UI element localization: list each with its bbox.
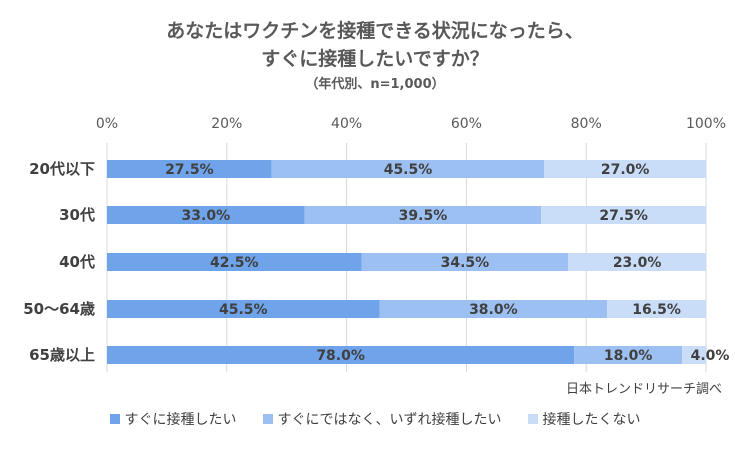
bar-4-2 <box>682 346 706 364</box>
x-tick-label-3: 60% <box>451 116 482 132</box>
category-label-4: 65歳以上 <box>29 346 95 364</box>
bar-2-1 <box>361 253 569 271</box>
bar-0-2 <box>544 160 706 178</box>
bar-1-2 <box>541 206 706 224</box>
data-label-3-0: 45.5% <box>219 302 268 318</box>
bar-2-0 <box>107 253 362 271</box>
category-label-2: 40代 <box>59 253 95 271</box>
bar-0-0 <box>107 160 272 178</box>
bar-0-1 <box>271 160 545 178</box>
data-label-2-2: 23.0% <box>613 255 662 271</box>
category-label-3: 50〜64歳 <box>23 300 95 318</box>
legend-swatch-2 <box>527 414 538 424</box>
legend-item-0: すぐに接種したい <box>109 409 237 429</box>
chart-title-line2: すぐに接種したいですか？ <box>261 48 489 70</box>
x-tick-label-2: 40% <box>331 116 362 132</box>
legend: すぐに接種したい すぐにではなく、いずれ接種したい 接種したくない <box>0 409 750 429</box>
legend-item-1: すぐにではなく、いずれ接種したい <box>262 409 502 429</box>
data-label-1-0: 33.0% <box>182 208 231 224</box>
bar-2-2 <box>568 253 706 271</box>
bar-3-0 <box>107 300 380 318</box>
source-note: 日本トレンドリサーチ調べ <box>565 382 722 397</box>
legend-item-2: 接種したくない <box>527 409 641 429</box>
x-tick-label-0: 0% <box>96 116 118 132</box>
data-label-0-0: 27.5% <box>165 162 214 178</box>
data-label-3-2: 16.5% <box>632 302 681 318</box>
category-label-1: 30代 <box>59 206 95 224</box>
data-label-1-1: 39.5% <box>399 208 448 224</box>
bar-4-1 <box>574 346 683 364</box>
chart-title: あなたはワクチンを接種できる状況になったら、 <box>166 20 584 42</box>
data-label-2-1: 34.5% <box>441 255 490 271</box>
legend-label-0: すぐに接種したい <box>124 412 237 428</box>
x-tick-label-1: 20% <box>211 116 242 132</box>
bar-1-1 <box>304 206 542 224</box>
x-tick-label-5: 100% <box>686 116 726 132</box>
bar-1-0 <box>107 206 305 224</box>
legend-swatch-0 <box>109 414 120 424</box>
data-label-4-2: 4.0% <box>691 348 730 364</box>
legend-label-1: すぐにではなく、いずれ接種したい <box>277 412 502 428</box>
bar-3-1 <box>379 300 608 318</box>
data-label-1-2: 27.5% <box>599 208 648 224</box>
data-label-3-1: 38.0% <box>469 302 518 318</box>
data-label-0-1: 45.5% <box>384 162 433 178</box>
bar-3-2 <box>607 300 706 318</box>
x-tick-label-4: 80% <box>571 116 602 132</box>
data-label-0-2: 27.0% <box>601 162 650 178</box>
data-label-2-0: 42.5% <box>210 255 259 271</box>
bar-4-0 <box>107 346 575 364</box>
data-label-4-0: 78.0% <box>316 348 365 364</box>
legend-swatch-1 <box>262 414 273 424</box>
category-label-0: 20代以下 <box>29 160 95 178</box>
chart-subtitle: （年代別、n=1,000） <box>305 77 445 92</box>
legend-label-2: 接種したくない <box>542 412 641 428</box>
data-label-4-1: 18.0% <box>604 348 653 364</box>
